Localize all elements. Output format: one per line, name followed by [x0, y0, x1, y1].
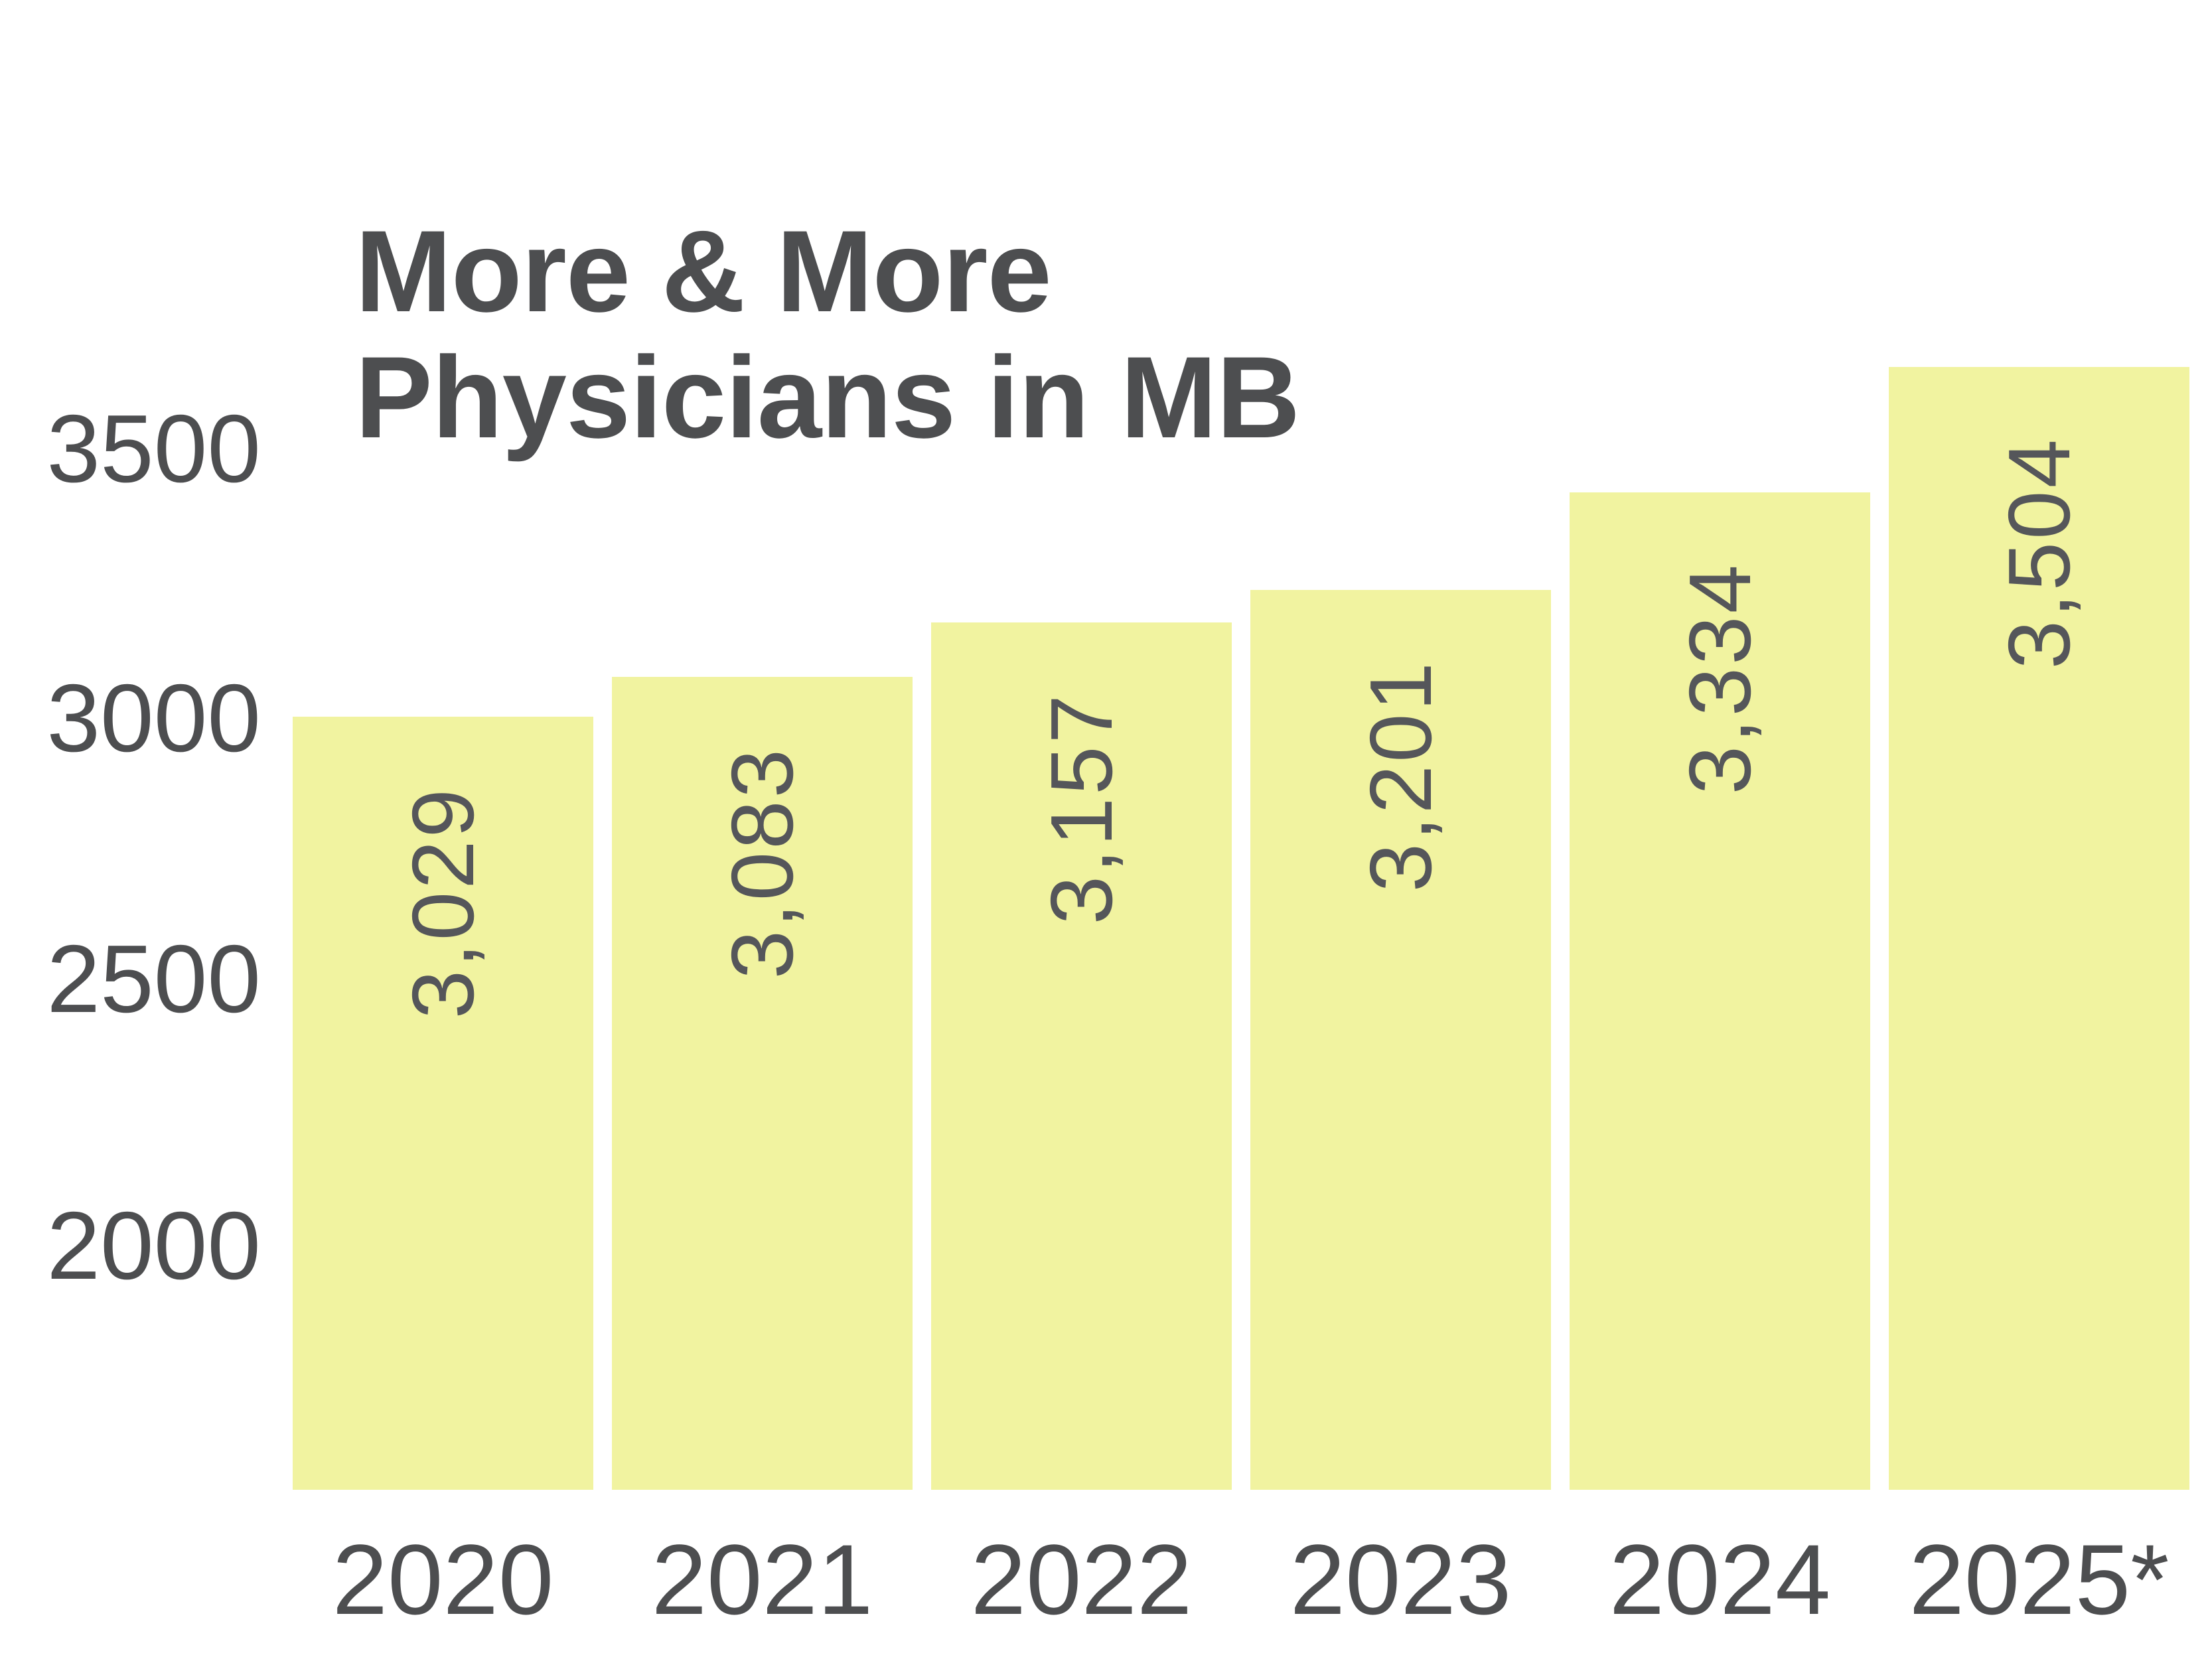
- bar-value-label: 3,083: [713, 747, 811, 979]
- x-axis-label-2021: 2021: [651, 1524, 873, 1635]
- y-axis-tick-label: 2500: [46, 925, 261, 1033]
- x-axis-label-2022: 2022: [970, 1524, 1193, 1635]
- y-axis-tick-label: 3000: [46, 664, 261, 772]
- bar-2023: 3,201: [1250, 590, 1551, 1490]
- x-axis-label-2020: 2020: [332, 1524, 554, 1635]
- bar-2024: 3,334: [1570, 492, 1870, 1490]
- x-axis-label-2023: 2023: [1290, 1524, 1512, 1635]
- bar-value-label: 3,201: [1351, 660, 1449, 893]
- bar-2020: 3,029: [293, 717, 593, 1490]
- bar-2022: 3,157: [931, 622, 1232, 1490]
- x-axis-label-2025: 2025*: [1909, 1524, 2170, 1635]
- x-axis-label-2024: 2024: [1609, 1524, 1831, 1635]
- bar-value-label: 3,504: [1990, 437, 2088, 670]
- y-axis-tick-label: 3500: [46, 395, 261, 502]
- y-axis-tick-label: 2000: [46, 1192, 261, 1299]
- chart-title: More & More Physicians in MB: [355, 207, 1300, 463]
- bar-2025: 3,504: [1889, 367, 2189, 1490]
- bar-value-label: 3,334: [1670, 562, 1769, 795]
- bar-value-label: 3,029: [394, 786, 492, 1019]
- bar-2021: 3,083: [612, 677, 913, 1490]
- bar-value-label: 3,157: [1032, 692, 1130, 925]
